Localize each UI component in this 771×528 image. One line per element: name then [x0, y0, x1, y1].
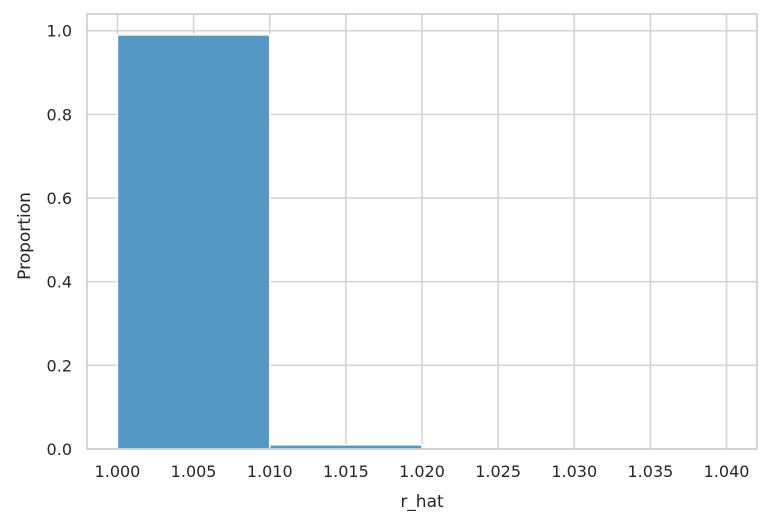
histogram-bar-1: [116, 34, 271, 450]
y-tick-label: 0.6: [47, 189, 72, 208]
x-tick-label: 1.020: [399, 462, 445, 481]
x-tick-label: 1.015: [323, 462, 369, 481]
x-tick-label: 1.000: [95, 462, 141, 481]
y-axis-label: Proportion: [15, 192, 35, 280]
x-axis-ticks: 1.000 1.005 1.010 1.015 1.020 1.025 1.030 1.035…: [95, 462, 750, 481]
x-tick-label: 1.025: [475, 462, 521, 481]
x-tick-label: 1.010: [247, 462, 293, 481]
x-tick-label: 1.030: [551, 462, 597, 481]
x-axis-label: r_hat: [400, 492, 444, 512]
y-tick-label: 0.0: [47, 440, 72, 459]
y-axis-ticks: 0.0 0.2 0.4 0.6 0.8 1.0: [47, 22, 72, 459]
y-tick-label: 0.8: [47, 105, 72, 124]
plot-frame: [86, 13, 758, 450]
x-tick-label: 1.005: [171, 462, 217, 481]
x-tick-label: 1.035: [628, 462, 674, 481]
y-tick-label: 1.0: [47, 22, 72, 41]
x-tick-label: 1.040: [704, 462, 750, 481]
y-tick-label: 0.4: [47, 273, 72, 292]
y-tick-label: 0.2: [47, 356, 72, 375]
bars: [116, 34, 423, 450]
